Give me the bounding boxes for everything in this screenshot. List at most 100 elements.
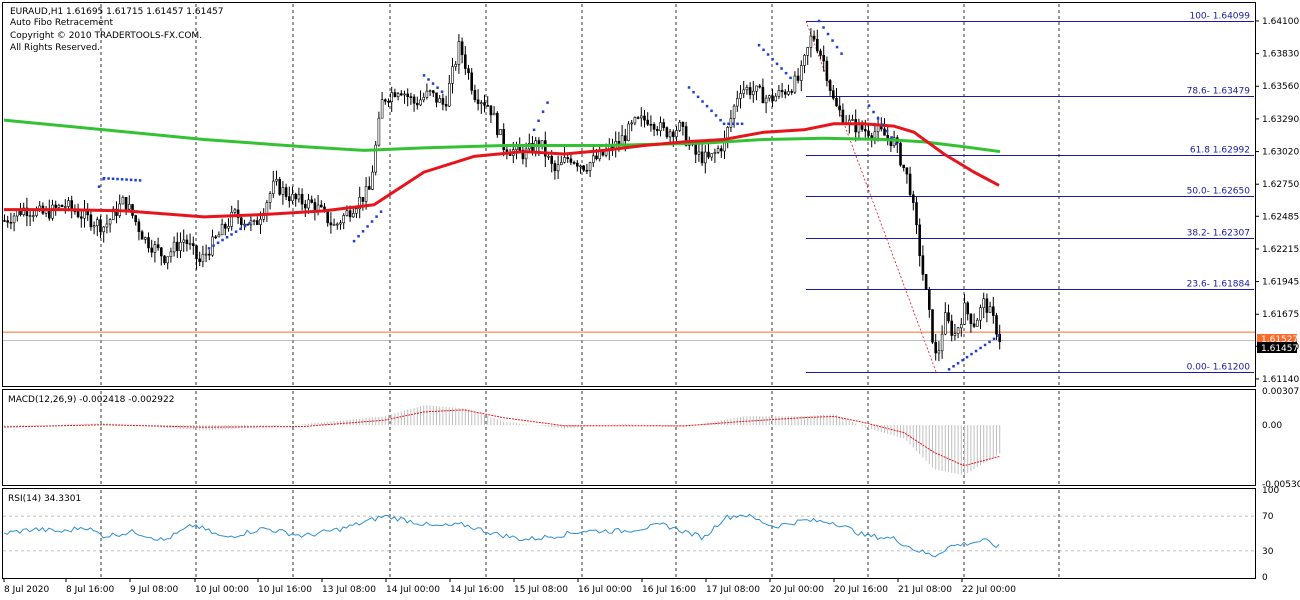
candle-body [729,118,733,128]
candle-body [70,200,73,210]
candle-body [931,309,934,343]
candle-body [499,129,502,135]
candle-body [854,119,858,133]
sar-dot [956,361,960,365]
candle-body [182,239,185,243]
current-price-label: 1.61457 [1261,344,1298,354]
sar-dot [979,346,982,350]
candle-body [294,193,298,200]
candle-body [787,91,790,95]
price-tick-label: 1.63830 [1262,50,1299,60]
candle-body [348,210,352,218]
candle-body [313,202,317,211]
sar-dot [357,234,360,238]
sar-dot [952,365,955,368]
sar-dot [696,95,700,99]
sar-dot [890,136,893,139]
candle-body [873,131,877,139]
candle-body [719,148,723,152]
candle-body [460,41,464,56]
candle-body [662,122,666,128]
candle-body [943,312,947,335]
sar-dot [817,19,821,23]
candle-body [355,208,358,214]
candle-body [134,215,137,223]
candle-body [3,220,6,222]
candle-body [761,86,765,104]
candle-body [851,119,854,121]
candle-body [886,134,890,139]
sar-dot [248,222,251,225]
candle-body [803,54,806,66]
sar-dot [221,238,224,242]
sar-dot [992,337,996,341]
time-tick-label: 9 Jul 08:00 [130,585,179,595]
candle-body [214,236,217,239]
time-tick-label: 13 Jul 08:00 [322,585,376,595]
time-tick-label: 8 Jul 2020 [4,585,49,595]
candle-body [319,204,323,208]
candle-body [451,66,454,84]
candle-body [828,80,832,91]
sar-dot [102,176,106,180]
candle-body [547,155,550,158]
time-tick-label: 20 Jul 16:00 [834,585,888,595]
time-tick-label: 14 Jul 16:00 [450,585,504,595]
candle-body [697,151,701,155]
candle-body [591,155,595,163]
sar-dot [965,355,969,359]
sar-dot [766,53,770,56]
sar-dot [120,178,124,181]
rsi-tick-label: 30 [1262,547,1274,557]
sar-dot [885,129,889,133]
candle-body [940,333,944,352]
sar-dot [988,340,991,344]
candle-body [367,186,371,190]
candle-body [713,152,717,154]
candle-body [483,102,486,106]
candle-body [489,105,493,116]
candle-body [255,220,259,225]
candle-body [6,220,9,223]
candle-body [659,122,662,132]
time-tick-label: 22 Jul 00:00 [962,585,1016,595]
candle-body [99,219,102,233]
candle-body [345,210,349,216]
price-axis: 1.64100 1.63830 1.63560 1.63290 1.63020 1.627… [1255,17,1299,385]
candle-body [806,47,810,56]
time-tick-label: 14 Jul 00:00 [386,585,440,595]
sar-dot [125,178,128,181]
sar-dot [771,57,774,61]
candle-body [467,68,470,74]
sar-dot [361,230,365,233]
candle-body [908,173,912,196]
candle-body [553,163,557,172]
candle-body [617,140,621,145]
time-tick-label: 16 Jul 00:00 [578,585,632,595]
sar-dot [366,225,369,228]
candle-body [444,104,448,107]
candles [3,28,1002,362]
candle-body [924,274,928,290]
candle-body [707,151,710,158]
candle-body [649,123,653,126]
candle-body [195,245,198,260]
candle-body [441,98,445,105]
sar-dot [422,74,426,77]
candle-body [876,125,880,133]
candle-body [179,241,182,251]
candle-body [121,196,125,205]
candle-body [963,302,966,325]
candle-body [297,194,301,200]
candle-body [473,90,477,101]
candle-body [700,151,704,164]
candle-body [796,75,800,81]
candle-body [57,204,61,208]
candle-body [358,196,362,210]
candle-body [281,187,285,195]
time-tick-label: 10 Jul 16:00 [258,585,312,595]
candle-body [303,203,307,209]
